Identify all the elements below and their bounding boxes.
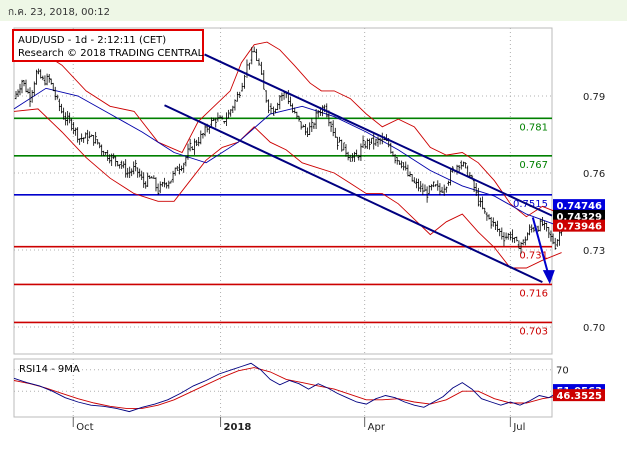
price-panel: [13, 27, 553, 355]
price-tag-bg: [553, 199, 605, 212]
x-tick-label: Jul: [512, 422, 525, 433]
chart-subtitle: Research © 2018 TRADING CENTRAL: [18, 48, 204, 59]
chart-title: AUD/USD - 1d - 2:12:11 (CET): [18, 35, 166, 46]
y-tick-label: 0.70: [583, 323, 605, 334]
projection-arrow-head: [542, 270, 555, 285]
moving-average: [13, 87, 562, 228]
price-tag-bg: [553, 209, 605, 222]
y-tick-label: 0.76: [583, 169, 605, 180]
price-tag: 0.73946: [556, 222, 602, 233]
y-tick-label: 0.73: [583, 246, 605, 257]
level-label: 0.731: [519, 251, 548, 262]
x-tick-label: Oct: [76, 422, 93, 433]
price-tag: 0.74746: [556, 201, 602, 212]
level-label: 0.767: [519, 160, 548, 171]
rsi-y-tick-label: 70: [556, 366, 569, 377]
bollinger-lower: [13, 108, 562, 269]
rsi-line: [13, 362, 562, 413]
price-tag-bg: [553, 219, 605, 232]
level-label: 0.703: [519, 326, 548, 337]
projection-arrow-line: [531, 217, 550, 277]
chart-date: ก.ค. 23, 2018, 00:12: [8, 7, 110, 18]
level-label: 0.781: [519, 122, 548, 133]
chart-date-bar: ก.ค. 23, 2018, 00:12: [0, 0, 627, 21]
rsi-panel: [13, 358, 553, 418]
rsi-label: RSI14 - 9MA: [19, 364, 80, 375]
chart-title-box: [12, 29, 204, 62]
x-tick-label: 2018: [224, 422, 252, 433]
rsi-tag: 46.3525: [556, 391, 602, 402]
price-tag: 0.74329: [556, 212, 602, 223]
y-tick-label: 0.79: [583, 92, 605, 103]
rsi-tag-bg: [553, 389, 605, 402]
level-label: 0.716: [519, 288, 548, 299]
level-label: 0.7515: [513, 199, 548, 210]
rsi-ma-line: [13, 367, 562, 409]
x-tick-label: Apr: [368, 422, 386, 433]
channel-upper-line: [204, 53, 553, 217]
bollinger-upper: [13, 41, 562, 218]
channel-lower-line: [164, 104, 543, 284]
